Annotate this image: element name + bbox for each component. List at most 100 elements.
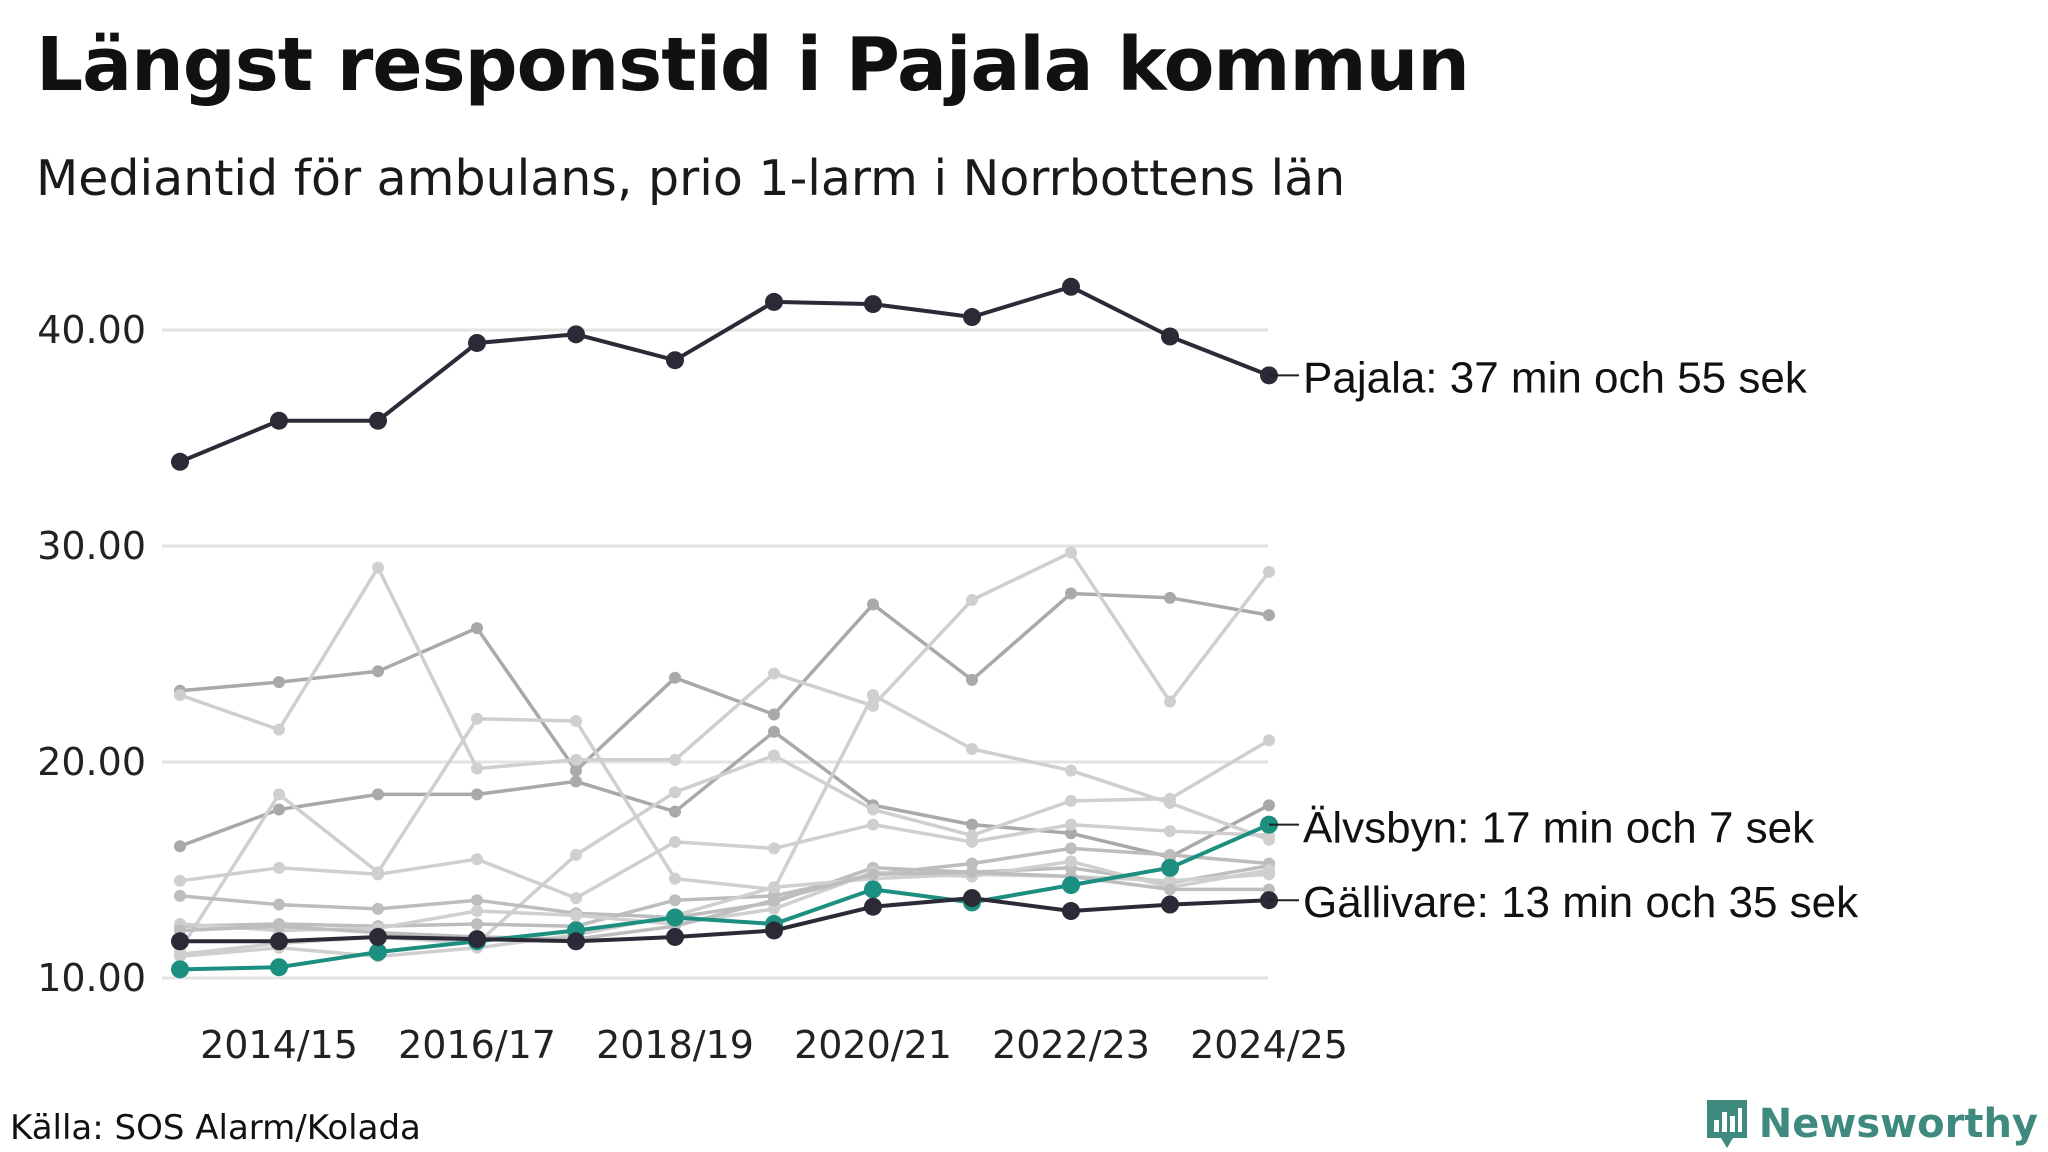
alvsbyn-end-label: Älvsbyn: 17 min och 7 sek xyxy=(1303,804,1815,853)
background-1-point xyxy=(1263,609,1275,622)
background-5-point xyxy=(1164,792,1176,805)
gallivare-point xyxy=(1161,895,1179,914)
y-axis: 10.00 20.00 30.00 40.00 xyxy=(37,308,146,1000)
pajala-point xyxy=(171,452,189,471)
background-5-point xyxy=(669,786,681,799)
alvsbyn-point xyxy=(171,960,189,979)
background-3-point xyxy=(471,788,483,801)
background-1-series xyxy=(174,587,1275,777)
background-8-point xyxy=(471,918,483,930)
background-2-point xyxy=(669,753,681,766)
background-11-point xyxy=(273,920,285,933)
background-1-point xyxy=(570,764,582,777)
background-6-point xyxy=(966,835,978,848)
gallivare-end-label: Gällivare: 13 min och 35 sek xyxy=(1303,878,1859,927)
background-3-point xyxy=(174,840,186,853)
background-4-point xyxy=(966,743,978,756)
background-4-point xyxy=(471,712,483,725)
background-4-point xyxy=(669,872,681,885)
background-1-point xyxy=(1065,587,1077,600)
background-5-point xyxy=(867,803,879,816)
background-10-point xyxy=(768,881,780,894)
background-11-line xyxy=(178,870,1271,941)
background-4-point xyxy=(273,788,285,801)
background-2-point xyxy=(1164,695,1176,708)
background-2-point xyxy=(768,667,780,680)
pajala-point xyxy=(765,292,783,311)
pajala-point xyxy=(666,351,684,370)
background-5-point xyxy=(1065,794,1077,807)
gallivare-point xyxy=(765,921,783,940)
x-tick-label: 2014/15 xyxy=(200,1023,358,1067)
background-3-point xyxy=(669,805,681,818)
pajala-series xyxy=(171,277,1278,471)
background-2-point xyxy=(1065,546,1077,559)
pajala-point xyxy=(1161,327,1179,346)
source-note: Källa: SOS Alarm/Kolada xyxy=(10,1108,421,1148)
gallivare-point xyxy=(567,932,585,951)
background-1-point xyxy=(669,671,681,684)
background-6-point xyxy=(1065,818,1077,831)
background-2-point xyxy=(471,762,483,775)
background-3-series xyxy=(174,725,1275,864)
background-6-point xyxy=(273,861,285,874)
alvsbyn-point xyxy=(666,908,684,927)
background-6-point xyxy=(174,874,186,887)
gallivare-point xyxy=(864,897,882,916)
pajala-point xyxy=(567,325,585,344)
background-3-point xyxy=(768,725,780,738)
alvsbyn-point xyxy=(1062,876,1080,895)
background-3-point xyxy=(966,818,978,831)
gallivare-line xyxy=(178,896,1271,944)
background-3-point xyxy=(1263,799,1275,812)
background-2-point xyxy=(174,689,186,702)
brand-name: Newsworthy xyxy=(1758,1101,2038,1147)
line-chart: 10.00 20.00 30.00 40.00 2014/15 2016/17 2018/… xyxy=(37,277,1859,1067)
background-11-point xyxy=(966,866,978,879)
background-11-point xyxy=(1164,883,1176,896)
background-4-point xyxy=(570,714,582,727)
bar-chart-badge-icon xyxy=(1706,1100,1747,1148)
background-6-point xyxy=(570,892,582,905)
background-7-line xyxy=(178,863,1271,920)
alvsbyn-line xyxy=(178,822,1271,972)
background-5-point xyxy=(1263,734,1275,747)
background-2-line xyxy=(178,550,1271,771)
background-6-series xyxy=(174,818,1275,905)
background-6-point xyxy=(768,842,780,855)
background-7-point xyxy=(273,898,285,911)
x-tick-label: 2020/21 xyxy=(794,1023,952,1067)
background-3-point xyxy=(570,775,582,788)
x-tick-label: 2016/17 xyxy=(398,1023,556,1067)
background-1-point xyxy=(273,676,285,689)
background-2-point xyxy=(570,753,582,766)
grid-layer xyxy=(162,328,1268,980)
alvsbyn-point xyxy=(864,880,882,899)
background-10-point xyxy=(1263,868,1275,881)
y-tick-label: 10.00 xyxy=(37,956,146,1000)
pajala-point xyxy=(963,308,981,327)
chart-title: Längst responstid i Pajala kommun xyxy=(36,22,1470,108)
background-1-point xyxy=(471,622,483,635)
background-3-point xyxy=(1065,827,1077,840)
background-2-point xyxy=(966,594,978,606)
pajala-line xyxy=(178,284,1271,464)
background-2-series xyxy=(174,546,1275,775)
background-4-point xyxy=(867,689,879,702)
background-1-point xyxy=(966,673,978,686)
background-9-line xyxy=(178,859,1271,933)
background-1-line xyxy=(178,591,1271,773)
background-8-line xyxy=(178,846,1271,928)
x-tick-label: 2022/23 xyxy=(992,1023,1150,1067)
y-tick-label: 20.00 xyxy=(37,740,146,784)
background-2-point xyxy=(1263,565,1275,578)
background-9-point xyxy=(471,905,483,918)
gallivare-point xyxy=(171,932,189,951)
background-8-point xyxy=(966,857,978,870)
background-8-point xyxy=(669,894,681,907)
background-2-point xyxy=(372,561,384,574)
pajala-point xyxy=(270,411,288,430)
pajala-point xyxy=(1062,277,1080,296)
y-tick-label: 30.00 xyxy=(37,524,146,568)
background-1-point xyxy=(768,708,780,721)
